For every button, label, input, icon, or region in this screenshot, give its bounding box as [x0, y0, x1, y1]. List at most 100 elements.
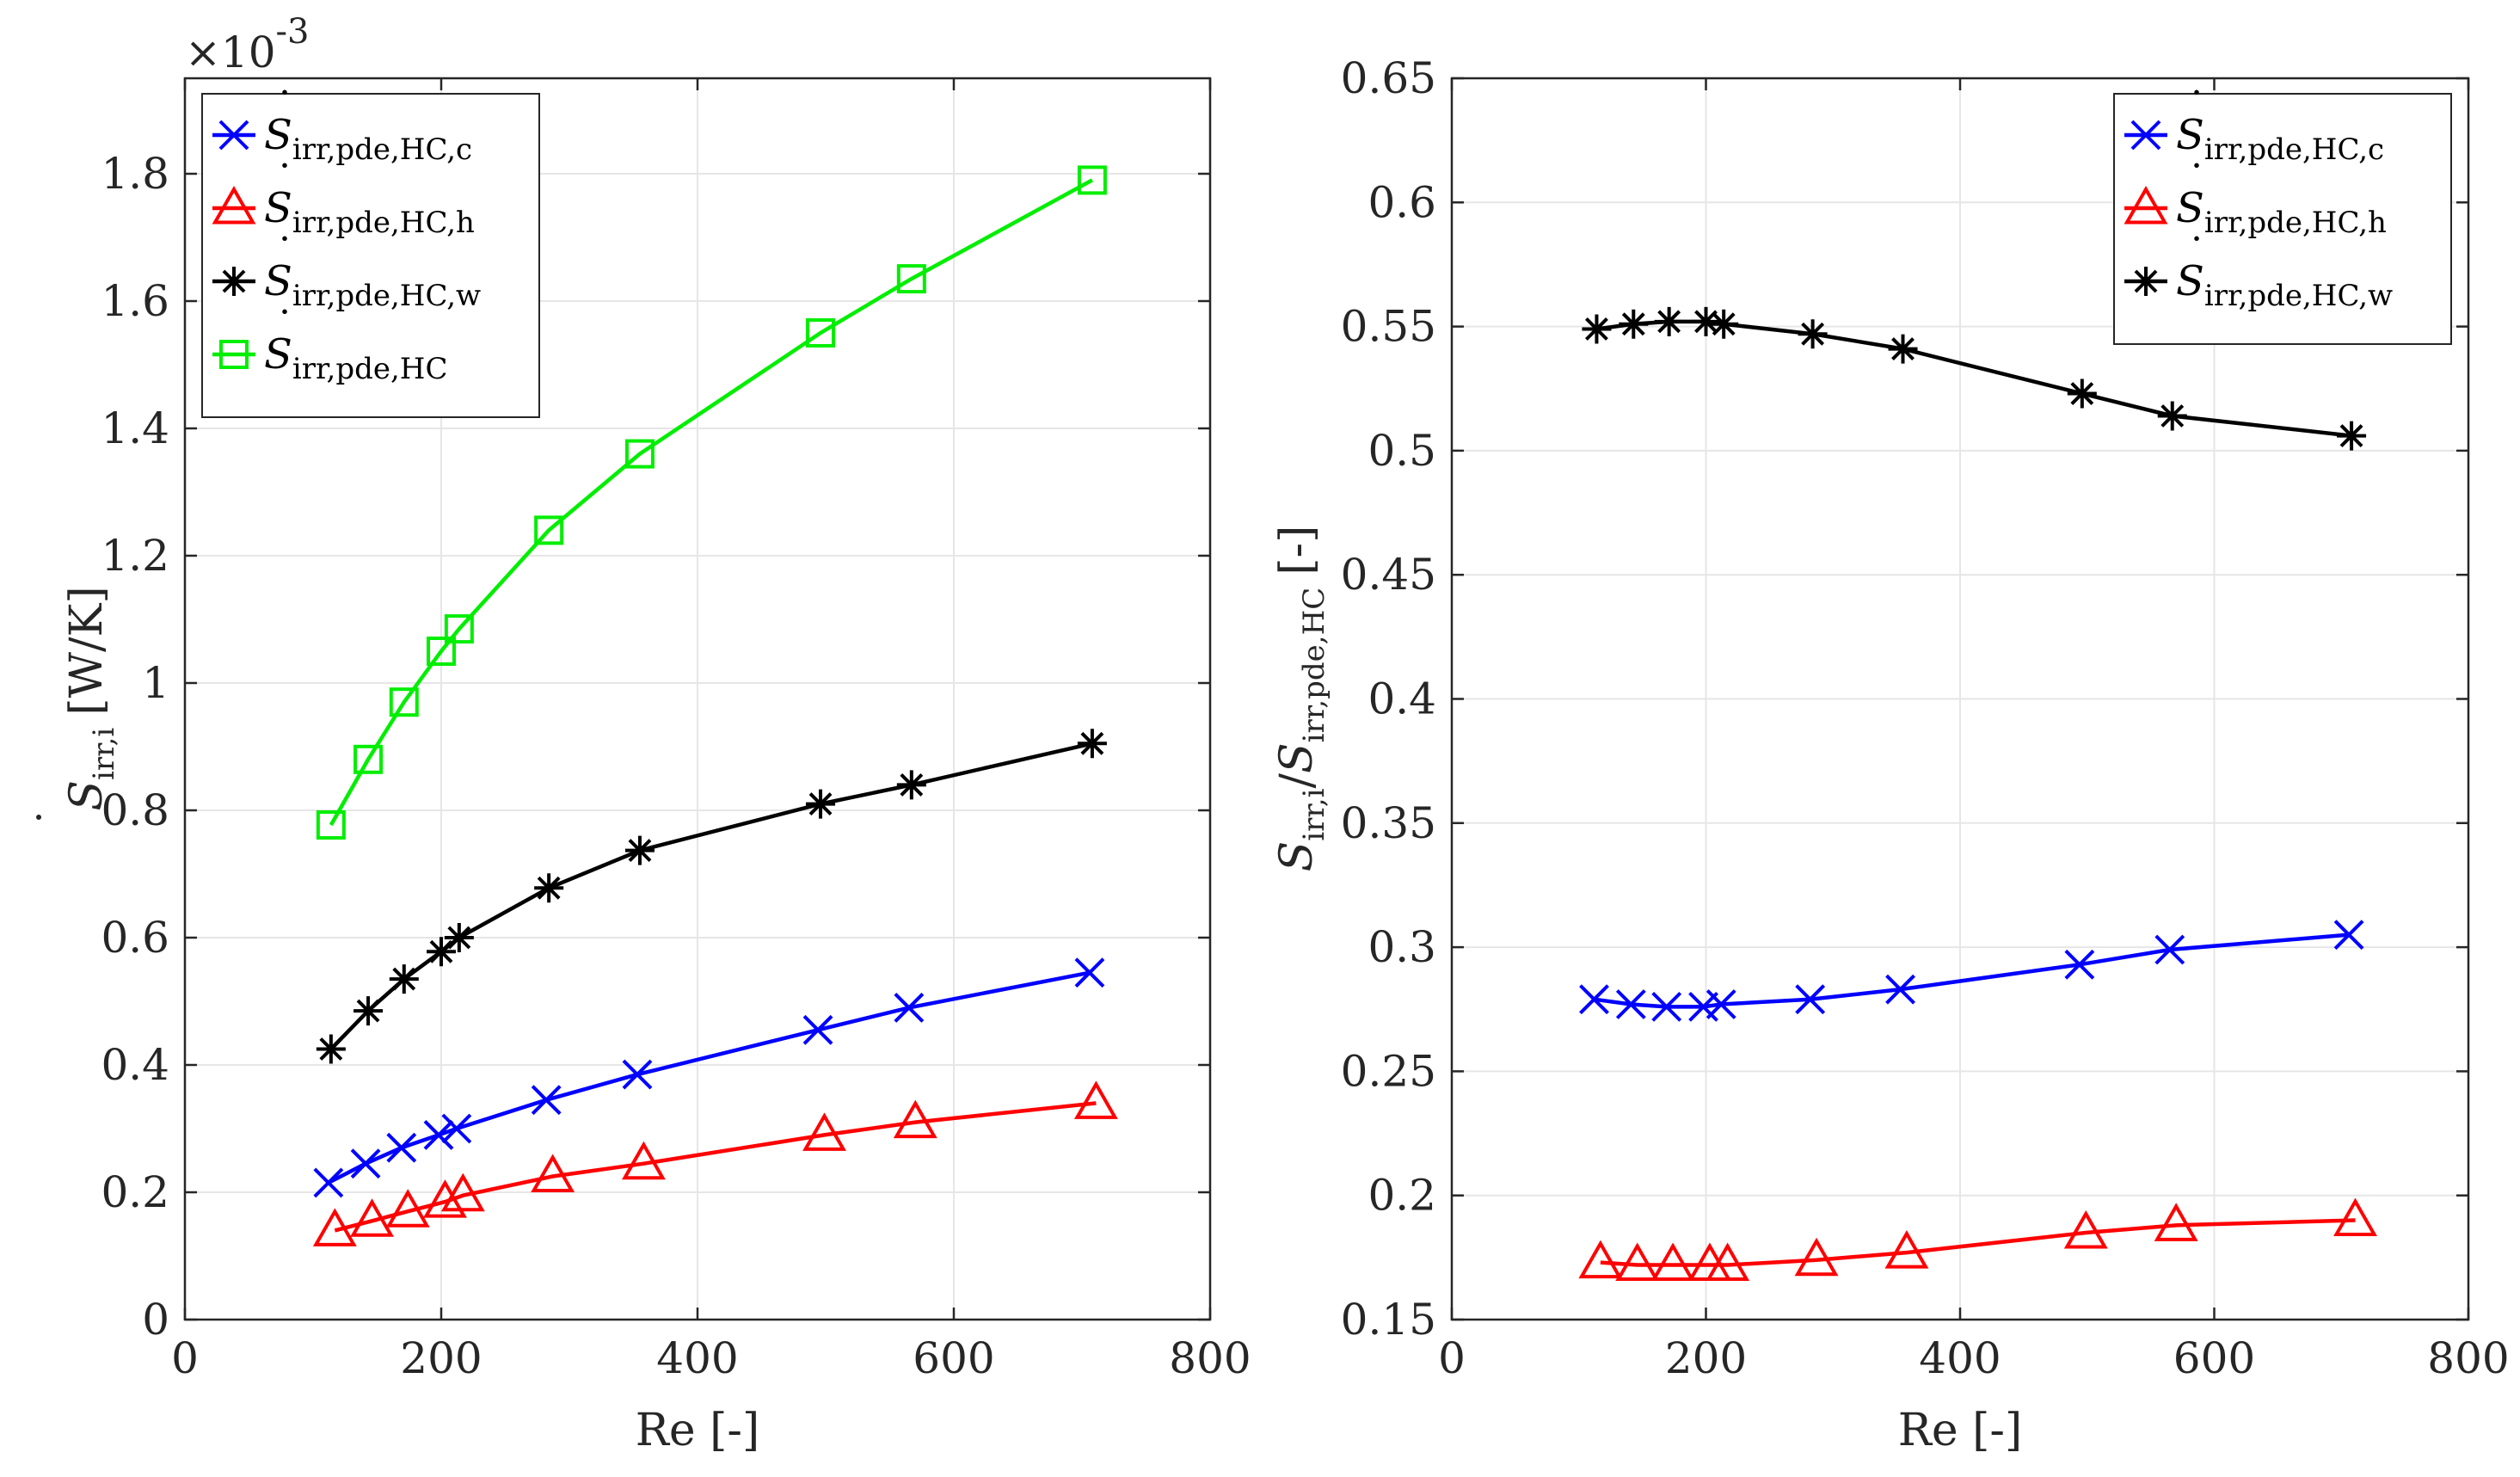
right-x-tick-label: 400 [1919, 1333, 2001, 1383]
left-legend-box [201, 93, 540, 418]
svg-text:Sirr,i/Sirr,pde,HC[-]: Sirr,i/Sirr,pde,HC[-] [1271, 526, 1331, 872]
left-series-line [329, 178, 1093, 827]
left-series-0 [313, 957, 1105, 1198]
right-legend-dot: ˙ [2186, 230, 2207, 278]
right-legend-label: Sirr,pde,HC,w [2176, 257, 2393, 313]
left-data-point [624, 439, 655, 469]
right-y-tick-label: 0.3 [1368, 922, 1436, 972]
left-data-point [440, 1172, 485, 1212]
right-data-point [2333, 1197, 2377, 1237]
right-data-point [1582, 314, 1612, 344]
right-y-tick-label: 0.65 [1341, 53, 1436, 103]
left-data-point [534, 873, 564, 903]
left-y-tick-label: 1.4 [101, 403, 169, 453]
right-series-line [1600, 1218, 2356, 1267]
right-legend: Sirr,pde,HC,c˙Sirr,pde,HC,h˙Sirr,pde,HC,… [2113, 83, 2452, 345]
right-data-point [1795, 984, 1826, 1015]
left-data-point [389, 687, 419, 717]
left-legend-marker [219, 340, 249, 369]
left-data-point [621, 1141, 666, 1180]
right-data-point [2067, 378, 2097, 409]
left-ticks: 0 200 400 600 800 0 0.2 0.4 0.6 0.8 1 1.2 1.4 1.6 1.8 [101, 78, 1251, 1383]
left-x-axis-label: Re [-] [636, 1405, 760, 1456]
left-x-tick-label: 0 [171, 1333, 199, 1383]
right-y-tick-label: 0.2 [1368, 1171, 1436, 1221]
left-legend-dot: ˙ [274, 157, 295, 205]
right-data-point [2337, 421, 2367, 451]
right-series-0 [1579, 920, 2364, 1022]
right-data-point [1615, 989, 1646, 1019]
left-legend-entry: Sirr,pde,HC˙ [212, 303, 447, 386]
left-series-line [327, 970, 1091, 1185]
left-data-point [802, 1014, 833, 1045]
left-data-point [1073, 1080, 1118, 1119]
left-data-point [353, 996, 384, 1026]
left-data-point [441, 1113, 472, 1144]
left-legend-label: Sirr,pde,HC,c [264, 111, 472, 167]
right-data-point [1578, 1240, 1623, 1279]
right-legend-label: Sirr,pde,HC,h [2176, 184, 2387, 240]
left-y-label-dot: ˙ [30, 806, 82, 828]
right-series-line [1594, 932, 2350, 1009]
right-series-2 [1582, 306, 2367, 451]
left-data-point [893, 1099, 937, 1139]
left-data-point [444, 923, 474, 952]
right-data-point [2154, 1203, 2198, 1241]
left-exponent-label: ×10-3 [185, 12, 310, 77]
right-legend-entry: Sirr,pde,HC,w˙ [2124, 230, 2393, 313]
left-y-axis-label: Sirr,i[W/K] ˙ [30, 586, 121, 828]
right-series-1 [1578, 1197, 2377, 1282]
left-data-point [531, 1154, 575, 1192]
right-data-point [2157, 401, 2187, 431]
left-data-point [389, 964, 419, 994]
left-data-point [896, 264, 926, 294]
left-data-point [386, 1132, 417, 1163]
right-data-point [1706, 1242, 1750, 1282]
left-data-point [312, 1208, 357, 1246]
right-data-point [1709, 309, 1739, 339]
left-legend-marker [219, 267, 249, 296]
left-data-point [444, 614, 474, 644]
left-data-point [622, 1059, 653, 1090]
right-series [1578, 306, 2377, 1282]
right-legend-dot: ˙ [2186, 157, 2207, 205]
left-y-tick-label: 0.8 [101, 785, 169, 835]
right-legend-label: Sirr,pde,HC,c [2176, 111, 2384, 167]
left-x-tick-label: 600 [913, 1333, 994, 1383]
left-legend-label: Sirr,pde,HC [264, 330, 447, 386]
left-data-point [531, 1085, 562, 1116]
left-data-point [1077, 729, 1107, 759]
left-data-point [1074, 957, 1105, 988]
left-y-tick-label: 1.8 [101, 149, 169, 199]
left-legend-dot: ˙ [274, 303, 295, 351]
right-data-point [1888, 334, 1918, 364]
left-legend-entry: Sirr,pde,HC,c˙ [212, 83, 472, 167]
right-y-tick-label: 0.4 [1368, 674, 1436, 724]
right-y-tick-label: 0.45 [1341, 550, 1436, 600]
left-data-point [534, 515, 564, 545]
left-legend-label: Sirr,pde,HC,w [264, 257, 481, 313]
right-data-point [1798, 319, 1828, 349]
svg-text:Sirr,i[W/K]: Sirr,i[W/K] [61, 586, 121, 810]
right-data-point [2154, 934, 2185, 965]
left-data-point [1077, 165, 1107, 195]
left-data-point [624, 835, 655, 865]
left-data-point [353, 744, 384, 774]
left-legend-entry: Sirr,pde,HC,w˙ [212, 230, 481, 313]
right-legend-box [2113, 93, 2452, 345]
left-legend-dot: ˙ [274, 230, 295, 278]
left-legend-label: Sirr,pde,HC,h [264, 184, 475, 240]
left-y-tick-label: 1 [142, 658, 169, 708]
right-x-tick-label: 600 [2173, 1333, 2255, 1383]
right-legend-dot: ˙ [2186, 83, 2207, 132]
left-series-3 [316, 165, 1107, 840]
left-series-line [329, 742, 1093, 1051]
right-data-point [1615, 1242, 1660, 1282]
left-x-tick-label: 200 [400, 1333, 482, 1383]
right-data-point [2063, 1209, 2108, 1249]
right-y-tick-label: 0.15 [1341, 1295, 1436, 1345]
left-series-2 [316, 729, 1107, 1064]
left-data-point [423, 1179, 467, 1218]
right-x-tick-label: 0 [1438, 1333, 1466, 1383]
